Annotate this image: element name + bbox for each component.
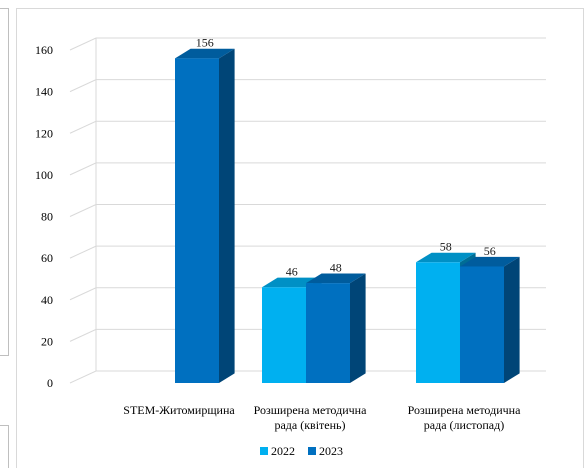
legend: 2022 2023: [260, 444, 343, 458]
bar-top: [460, 256, 520, 267]
x-axis: STEM-Житомирщина Розширена методична рада …: [123, 403, 521, 432]
data-label: 56: [484, 244, 496, 258]
data-label: 48: [330, 261, 342, 275]
bar-2023-0: [175, 58, 219, 383]
data-label: 46: [286, 265, 298, 279]
bar-2023-2: [460, 266, 504, 383]
bar-2022-2: [416, 262, 460, 383]
gridlines: [69, 37, 546, 384]
bars: [175, 48, 520, 383]
bar-top: [306, 273, 366, 284]
y-tick-label: 120: [35, 126, 53, 140]
data-label: 58: [440, 240, 452, 254]
adjacent-panel-bottom: [0, 425, 9, 468]
y-tick-label: 140: [35, 85, 53, 99]
y-tick-label: 100: [35, 168, 53, 182]
y-axis: 0 20 40 60 80 100 120 140 160: [35, 43, 53, 390]
legend-label: 2022: [271, 444, 295, 458]
y-tick-label: 0: [47, 376, 53, 390]
bar-side: [504, 256, 520, 383]
y-tick-label: 80: [41, 210, 53, 224]
bar-side: [219, 48, 235, 383]
data-label: 156: [196, 36, 214, 50]
chart-frame: [16, 8, 584, 468]
bar-top: [416, 252, 476, 263]
bar-2022-1: [262, 287, 306, 383]
bar-top: [175, 48, 235, 59]
gridline: [69, 79, 546, 93]
y-tick-label: 40: [41, 293, 53, 307]
legend-swatch: [260, 447, 268, 455]
category-label: STEM-Житомирщина: [123, 403, 235, 417]
y-tick-label: 60: [41, 251, 53, 265]
bar-side: [350, 273, 366, 383]
data-labels: 46 58 156 48 56: [196, 36, 496, 279]
gridline: [69, 204, 546, 217]
legend-swatch: [308, 447, 316, 455]
legend-label: 2023: [319, 444, 343, 458]
category-label: Розширена методична рада (квітень): [254, 403, 367, 432]
adjacent-panel-top: [0, 8, 9, 356]
category-label: Розширена методична рада (листопад): [408, 403, 521, 432]
y-tick-label: 20: [41, 334, 53, 348]
y-tick-label: 160: [35, 43, 53, 57]
bar-2023-1: [306, 283, 350, 383]
gridline: [69, 120, 546, 134]
gridline: [69, 37, 546, 51]
gridline: [69, 162, 546, 176]
